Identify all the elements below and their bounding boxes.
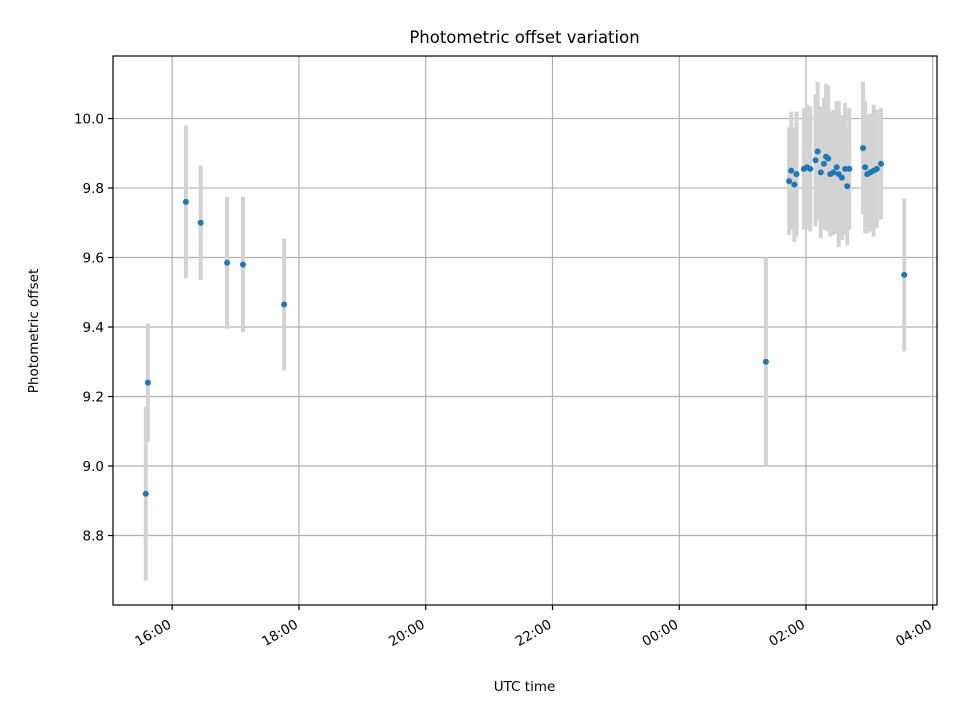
y-tick-label: 9.2 bbox=[83, 390, 104, 406]
y-tick-label: 9.6 bbox=[83, 251, 104, 267]
y-tick-label: 10.0 bbox=[74, 112, 104, 128]
data-point bbox=[825, 155, 832, 162]
x-tick-label: 02:00 bbox=[766, 617, 808, 650]
x-tick-label: 04:00 bbox=[893, 617, 935, 650]
y-axis-ticks: 8.8 9.0 9.2 9.4 9.6 9.8 10.0 bbox=[74, 112, 113, 545]
y-tick-label: 9.8 bbox=[83, 181, 104, 197]
x-axis-label: UTC time bbox=[494, 679, 556, 695]
data-point bbox=[786, 178, 793, 185]
y-tick-label: 8.8 bbox=[83, 529, 104, 545]
plot-frame bbox=[112, 55, 938, 606]
x-tick-label: 00:00 bbox=[640, 617, 682, 650]
data-point bbox=[197, 219, 204, 226]
data-point bbox=[873, 165, 880, 172]
data-point bbox=[860, 145, 867, 152]
data-point bbox=[844, 183, 851, 190]
data-point bbox=[142, 490, 149, 497]
data-point bbox=[807, 165, 814, 172]
x-tick-label: 16:00 bbox=[132, 617, 174, 650]
data-point bbox=[812, 157, 819, 164]
x-axis-ticks: 16:00 18:00 20:00 22:00 00:00 02:00 04:00 bbox=[132, 605, 935, 650]
data-point bbox=[820, 160, 827, 167]
chart-title: Photometric offset variation bbox=[409, 28, 639, 47]
data-point bbox=[791, 181, 798, 188]
data-point bbox=[814, 148, 821, 155]
x-tick-label: 20:00 bbox=[386, 617, 428, 650]
data-point bbox=[224, 259, 231, 266]
x-tick-label: 18:00 bbox=[259, 617, 301, 650]
y-tick-label: 9.4 bbox=[83, 320, 104, 336]
data-point bbox=[830, 169, 837, 176]
data-point bbox=[762, 358, 769, 365]
data-point bbox=[878, 160, 885, 167]
data-point bbox=[862, 164, 869, 171]
data-point bbox=[281, 301, 288, 308]
data-point bbox=[788, 167, 795, 174]
y-tick-label: 9.0 bbox=[83, 459, 104, 475]
data-point bbox=[833, 164, 840, 171]
grid-lines bbox=[113, 56, 937, 605]
data-point bbox=[838, 174, 845, 181]
data-point bbox=[182, 198, 189, 205]
data-point bbox=[144, 379, 151, 386]
data-point bbox=[846, 165, 853, 172]
error-bars bbox=[143, 82, 907, 581]
data-point bbox=[239, 261, 246, 268]
data-point bbox=[901, 271, 908, 278]
x-tick-label: 22:00 bbox=[513, 617, 555, 650]
data-point bbox=[817, 169, 824, 176]
data-point bbox=[842, 165, 849, 172]
y-axis-label: Photometric offset bbox=[26, 269, 42, 393]
data-point bbox=[793, 171, 800, 178]
data-points bbox=[142, 145, 908, 497]
